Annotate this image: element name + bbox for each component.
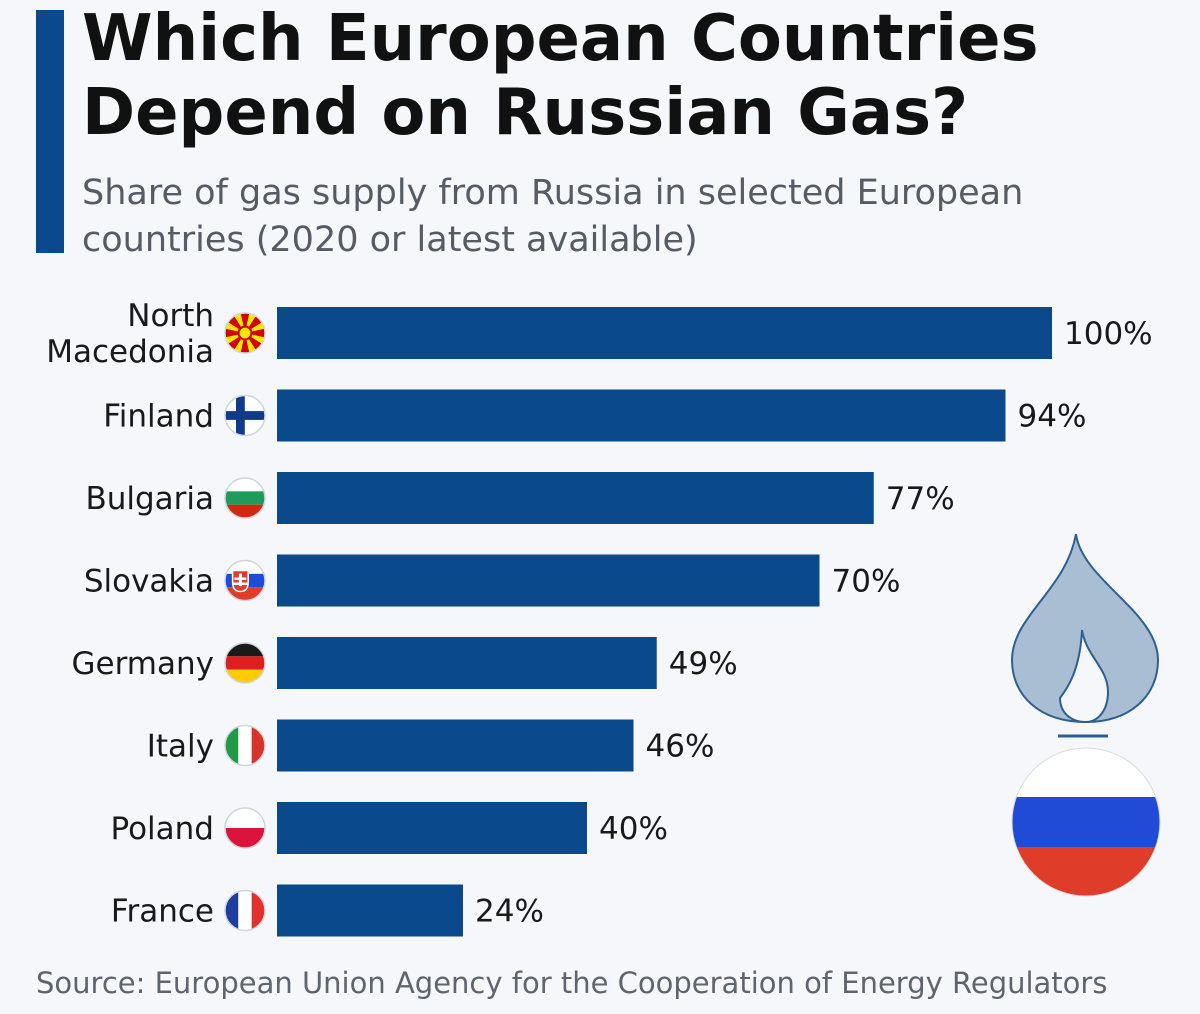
germany-flag	[224, 642, 266, 684]
category-label: North Macedonia	[46, 298, 214, 370]
chart-title: Which European Countries Depend on Russi…	[82, 2, 1039, 150]
value-label: 46%	[646, 729, 715, 765]
value-label: 70%	[832, 564, 901, 600]
bar	[277, 472, 874, 524]
bulgaria-flag	[224, 477, 266, 519]
category-label: France	[111, 894, 214, 930]
bar	[277, 307, 1052, 359]
category-label: Slovakia	[84, 564, 214, 600]
category-label: Italy	[147, 729, 214, 765]
category-label: Finland	[103, 399, 214, 435]
category-label: Germany	[72, 646, 214, 682]
value-label: 94%	[1018, 399, 1087, 435]
bar	[277, 554, 820, 607]
north-macedonia-flag	[224, 312, 266, 354]
slovakia-flag	[224, 559, 266, 602]
chart-subtitle: Share of gas supply from Russia in selec…	[82, 173, 1024, 260]
poland-flag	[224, 807, 266, 849]
value-label: 100%	[1064, 316, 1153, 352]
bar	[277, 637, 657, 689]
italy-flag	[224, 724, 266, 767]
france-flag	[224, 889, 266, 932]
bar	[277, 719, 634, 772]
gas-flame-icon	[1010, 533, 1160, 738]
value-label: 40%	[599, 811, 668, 847]
value-label: 77%	[886, 481, 955, 517]
bar	[277, 389, 1006, 442]
bars-layer: 100% North Macedonia 94% Finland 77% Bulgaria 7…	[46, 298, 1153, 937]
bar	[277, 884, 463, 937]
title-accent-bar	[36, 10, 64, 253]
value-label: 24%	[475, 894, 544, 930]
bar-chart: 100% North Macedonia 94% Finland 77% Bulgaria 7…	[46, 298, 1161, 937]
source-note: Source: European Union Agency for the Co…	[36, 966, 1108, 1000]
bar	[277, 802, 587, 854]
value-label: 49%	[669, 646, 738, 682]
category-label: Poland	[111, 811, 215, 847]
russia-flag	[1011, 747, 1161, 897]
category-label: Bulgaria	[85, 481, 214, 517]
finland-flag	[224, 394, 266, 437]
